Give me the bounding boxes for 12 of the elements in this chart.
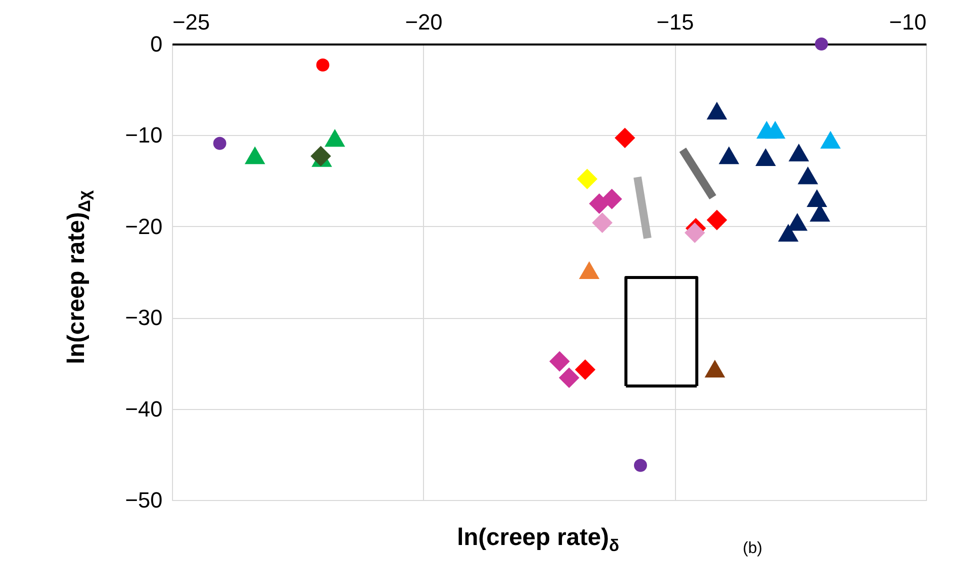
y-axis-title: ln(creep rate)Δχ xyxy=(63,190,94,364)
y-tick-label: −30 xyxy=(125,305,162,330)
x-tick-label: −10 xyxy=(889,10,926,34)
y-tick-label: 0 xyxy=(150,32,162,56)
y-tick-label: −50 xyxy=(125,488,162,512)
y-tick-label: −40 xyxy=(125,396,162,422)
x-tick-label: −15 xyxy=(656,10,694,34)
x-tick-label: −25 xyxy=(172,10,210,34)
y-tick-label: −10 xyxy=(125,122,162,148)
x-tick-label: −20 xyxy=(405,10,442,34)
text: (b) xyxy=(742,540,762,557)
y-tick-label: −20 xyxy=(125,214,162,239)
